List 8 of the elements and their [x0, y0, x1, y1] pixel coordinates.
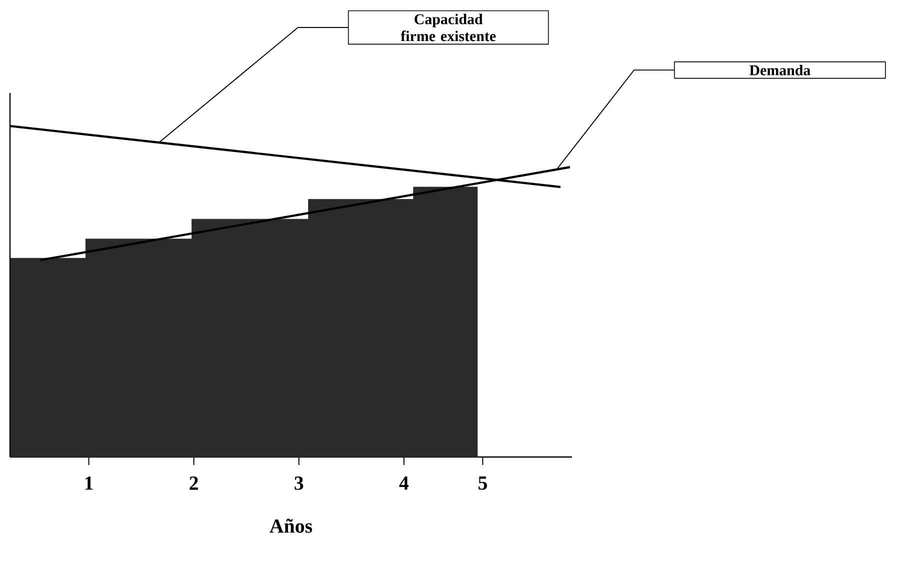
x-axis-title: Años: [270, 518, 312, 533]
x-tick-label: 3: [294, 476, 304, 490]
x-tick-label: 1: [85, 476, 93, 490]
x-tick-label: 2: [190, 476, 198, 490]
x-tick-label: 5: [478, 476, 487, 490]
text: Demanda: [749, 64, 810, 76]
x-tick-label: 4: [399, 476, 409, 490]
text: Capacidad firme existente: [400, 14, 496, 42]
